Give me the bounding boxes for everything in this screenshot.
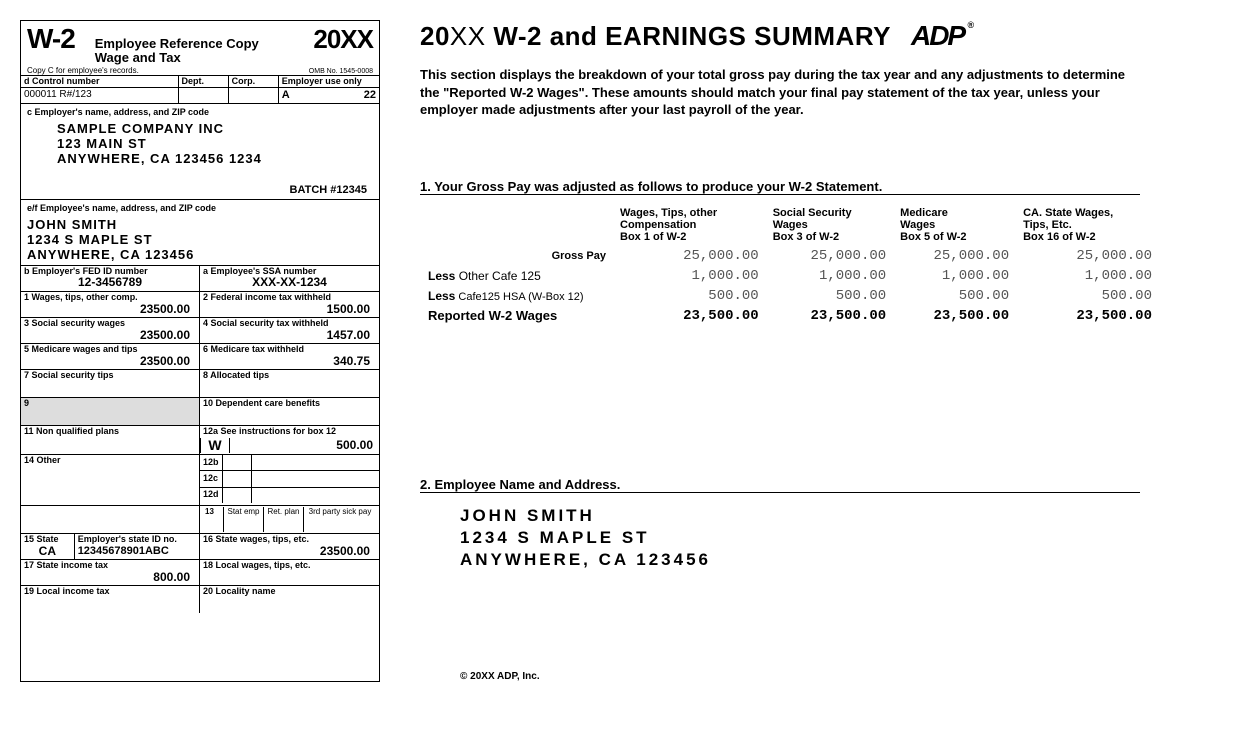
copy-c-note: Copy C for employee's records. xyxy=(27,66,139,75)
box3-value: 23500.00 xyxy=(24,329,196,342)
table-row: Reported W-2 Wages 23,500.0023,500.0023,… xyxy=(422,307,1158,325)
table-row: Less Other Cafe 125 1,000.001,000.001,00… xyxy=(422,267,1158,285)
section1-title: 1. Your Gross Pay was adjusted as follow… xyxy=(420,179,882,195)
table-row: Gross Pay 25,000.0025,000.0025,000.0025,… xyxy=(422,247,1158,265)
box18-label: 18 Local wages, tips, etc. xyxy=(203,560,311,570)
w2-form: W-2 Employee Reference Copy Wage and Tax… xyxy=(20,20,380,682)
box5-label: 5 Medicare wages and tips xyxy=(24,344,138,354)
gross-pay-table: Wages, Tips, otherCompensationBox 1 of W… xyxy=(420,203,1160,327)
box17-label: 17 State income tax xyxy=(24,560,108,570)
box4-value: 1457.00 xyxy=(203,329,376,342)
box5-value: 23500.00 xyxy=(24,355,196,368)
box-b-label: b Employer's FED ID number xyxy=(24,266,148,276)
box15-id-label: Employer's state ID no. xyxy=(78,534,177,544)
box10-label: 10 Dependent care benefits xyxy=(203,398,320,408)
employer-use-label: Employer use only xyxy=(282,76,362,86)
employer-use-22: 22 xyxy=(364,89,376,101)
fed-id: 12-3456789 xyxy=(24,276,196,289)
copyright: © 20XX ADP, Inc. xyxy=(460,671,1225,682)
box2-value: 1500.00 xyxy=(203,303,376,316)
control-number: 000011 R#/123 xyxy=(21,88,179,102)
summary-title-rest: W-2 and EARNINGS SUMMARY xyxy=(486,21,891,51)
w2-year: 20XX xyxy=(313,24,373,55)
box2-label: 2 Federal income tax withheld xyxy=(203,292,331,302)
w2-sub1: Employee Reference Copy xyxy=(95,36,259,51)
employer-addr1: 123 MAIN ST xyxy=(57,136,373,151)
box20-label: 20 Locality name xyxy=(203,586,276,596)
box13-statemp: Stat emp xyxy=(223,507,263,532)
box-c-label: c Employer's name, address, and ZIP code xyxy=(27,107,209,117)
box8-label: 8 Allocated tips xyxy=(203,370,269,380)
employer-name: SAMPLE COMPANY INC xyxy=(57,121,373,136)
box13-retplan: Ret. plan xyxy=(263,507,303,532)
box6-value: 340.75 xyxy=(203,355,376,368)
box12a-value: 500.00 xyxy=(230,439,379,452)
summary-intro: This section displays the breakdown of y… xyxy=(420,66,1140,119)
box15-label: 15 State xyxy=(24,534,59,544)
box15-state: CA xyxy=(24,545,71,558)
summary-employee-addr2: ANYWHERE, CA 123456 xyxy=(460,549,1225,571)
box9-label: 9 xyxy=(24,398,29,408)
box14-label: 14 Other xyxy=(24,455,61,465)
box1-label: 1 Wages, tips, other comp. xyxy=(24,292,138,302)
summary-title-year: 20 xyxy=(420,21,450,51)
box17-value: 800.00 xyxy=(24,571,196,584)
box1-value: 23500.00 xyxy=(24,303,196,316)
summary-employee-name: JOHN SMITH xyxy=(460,505,1225,527)
table-row: Less Cafe125 HSA (W-Box 12) 500.00500.00… xyxy=(422,287,1158,305)
summary-employee-addr1: 1234 S MAPLE ST xyxy=(460,527,1225,549)
employee-addr2: ANYWHERE, CA 123456 xyxy=(27,247,373,262)
box12c-label: 12c xyxy=(200,473,222,485)
dept-label: Dept. xyxy=(182,76,205,86)
box16-value: 23500.00 xyxy=(203,545,376,558)
employer-addr2: ANYWHERE, CA 123456 1234 xyxy=(57,151,373,166)
box-a-label: a Employee's SSA number xyxy=(203,266,316,276)
box-d-label: d Control number xyxy=(24,76,100,86)
ssa-number: XXX-XX-1234 xyxy=(203,276,376,289)
section2-title: 2. Employee Name and Address. xyxy=(420,477,620,493)
box6-label: 6 Medicare tax withheld xyxy=(203,344,304,354)
box12d-label: 12d xyxy=(200,489,222,501)
corp-label: Corp. xyxy=(232,76,256,86)
w2-title: W-2 xyxy=(27,23,75,55)
box19-label: 19 Local income tax xyxy=(24,586,110,596)
box13-sickpay: 3rd party sick pay xyxy=(303,507,376,532)
box3-label: 3 Social security wages xyxy=(24,318,125,328)
box12a-label: 12a See instructions for box 12 xyxy=(203,426,336,436)
adp-logo: ADP xyxy=(911,20,964,52)
omb-number: OMB No. 1545-0008 xyxy=(309,68,373,75)
batch-number: BATCH #12345 xyxy=(27,184,373,196)
box15-id: 12345678901ABC xyxy=(78,545,196,557)
box4-label: 4 Social security tax withheld xyxy=(203,318,329,328)
box16-label: 16 State wages, tips, etc. xyxy=(203,534,309,544)
box12a-code: W xyxy=(200,438,230,453)
employee-addr1: 1234 S MAPLE ST xyxy=(27,232,373,247)
summary-title-xx: XX xyxy=(450,21,486,51)
employee-name: JOHN SMITH xyxy=(27,217,373,232)
w2-sub2: Wage and Tax xyxy=(95,50,181,65)
employer-use-a: A xyxy=(282,89,290,101)
box13-label: 13 xyxy=(203,507,223,532)
box7-label: 7 Social security tips xyxy=(24,370,114,380)
box12b-label: 12b xyxy=(200,457,222,469)
earnings-summary: 20XX W-2 and EARNINGS SUMMARY ADP This s… xyxy=(420,20,1225,682)
box11-label: 11 Non qualified plans xyxy=(24,426,119,436)
box-ef-label: e/f Employee's name, address, and ZIP co… xyxy=(27,203,216,213)
